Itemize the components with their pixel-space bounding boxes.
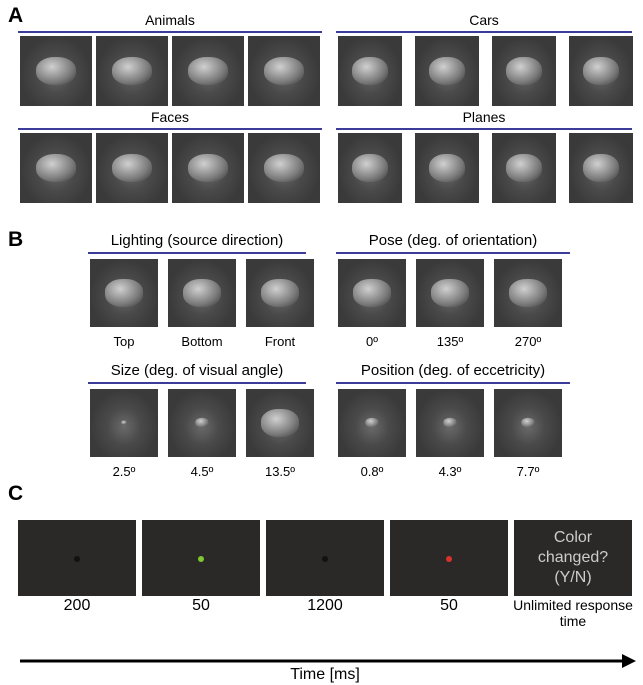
group-title: Faces [150,109,190,125]
fixation-dot [198,556,204,562]
image [248,36,320,106]
image [569,36,633,106]
caption: 2.5º [112,464,136,479]
caption: Bottom [181,334,223,349]
group-title: Size (deg. of visual angle) [110,362,284,379]
frame [266,520,384,596]
arrow-head [622,654,636,668]
fixation-dot [322,556,328,562]
fixation-dot [74,556,80,562]
rule [18,31,322,33]
rule [88,252,306,254]
image [338,36,402,106]
image [416,389,484,457]
duration: 50 [440,597,458,614]
duration: Unlimited response time [513,597,633,629]
image [569,133,633,203]
caption: 7.7º [516,464,540,479]
frame [18,520,136,596]
image [96,133,168,203]
group-title: Cars [469,12,499,28]
image [20,36,92,106]
panel-label: A [8,4,24,27]
image [246,259,314,327]
group-title: Position (deg. of eccetricity) [360,362,546,379]
image [168,259,236,327]
panel-label: B [8,228,24,251]
image [492,133,556,203]
frame [390,520,508,596]
image [168,389,236,457]
image [415,133,479,203]
caption: 0.8º [360,464,384,479]
image [172,36,244,106]
caption: Top [113,334,135,349]
caption: 4.5º [190,464,214,479]
image [494,259,562,327]
image [415,36,479,106]
frame [142,520,260,596]
prompt: Color changed? (Y/N) [537,529,609,586]
image [90,259,158,327]
caption: 135º [436,334,464,349]
image [172,133,244,203]
image [90,389,158,457]
image [494,389,562,457]
image [492,36,556,106]
frame: Color changed? (Y/N) [514,520,632,596]
panel-label: C [8,482,24,505]
fixation-dot [446,556,452,562]
group-title: Lighting (source direction) [110,232,284,249]
duration: 1200 [307,597,343,614]
image [338,389,406,457]
duration: 50 [192,597,210,614]
rule [336,128,632,130]
group-title: Pose (deg. of orientation) [368,232,538,249]
caption: 13.5º [264,464,296,479]
caption: 270º [514,334,542,349]
rule [336,382,570,384]
rule [18,128,322,130]
rule [336,31,632,33]
group-title: Animals [145,12,195,28]
axis-label: Time [ms] [290,666,360,683]
caption: Front [264,334,296,349]
image [246,389,314,457]
rule [336,252,570,254]
image [248,133,320,203]
image [338,259,406,327]
duration: 200 [63,597,91,614]
time-arrow [20,654,636,668]
image [96,36,168,106]
caption: 0º [366,334,378,349]
image [416,259,484,327]
group-title: Planes [462,109,506,125]
image [20,133,92,203]
image [338,133,402,203]
caption: 4.3º [438,464,462,479]
rule [88,382,306,384]
